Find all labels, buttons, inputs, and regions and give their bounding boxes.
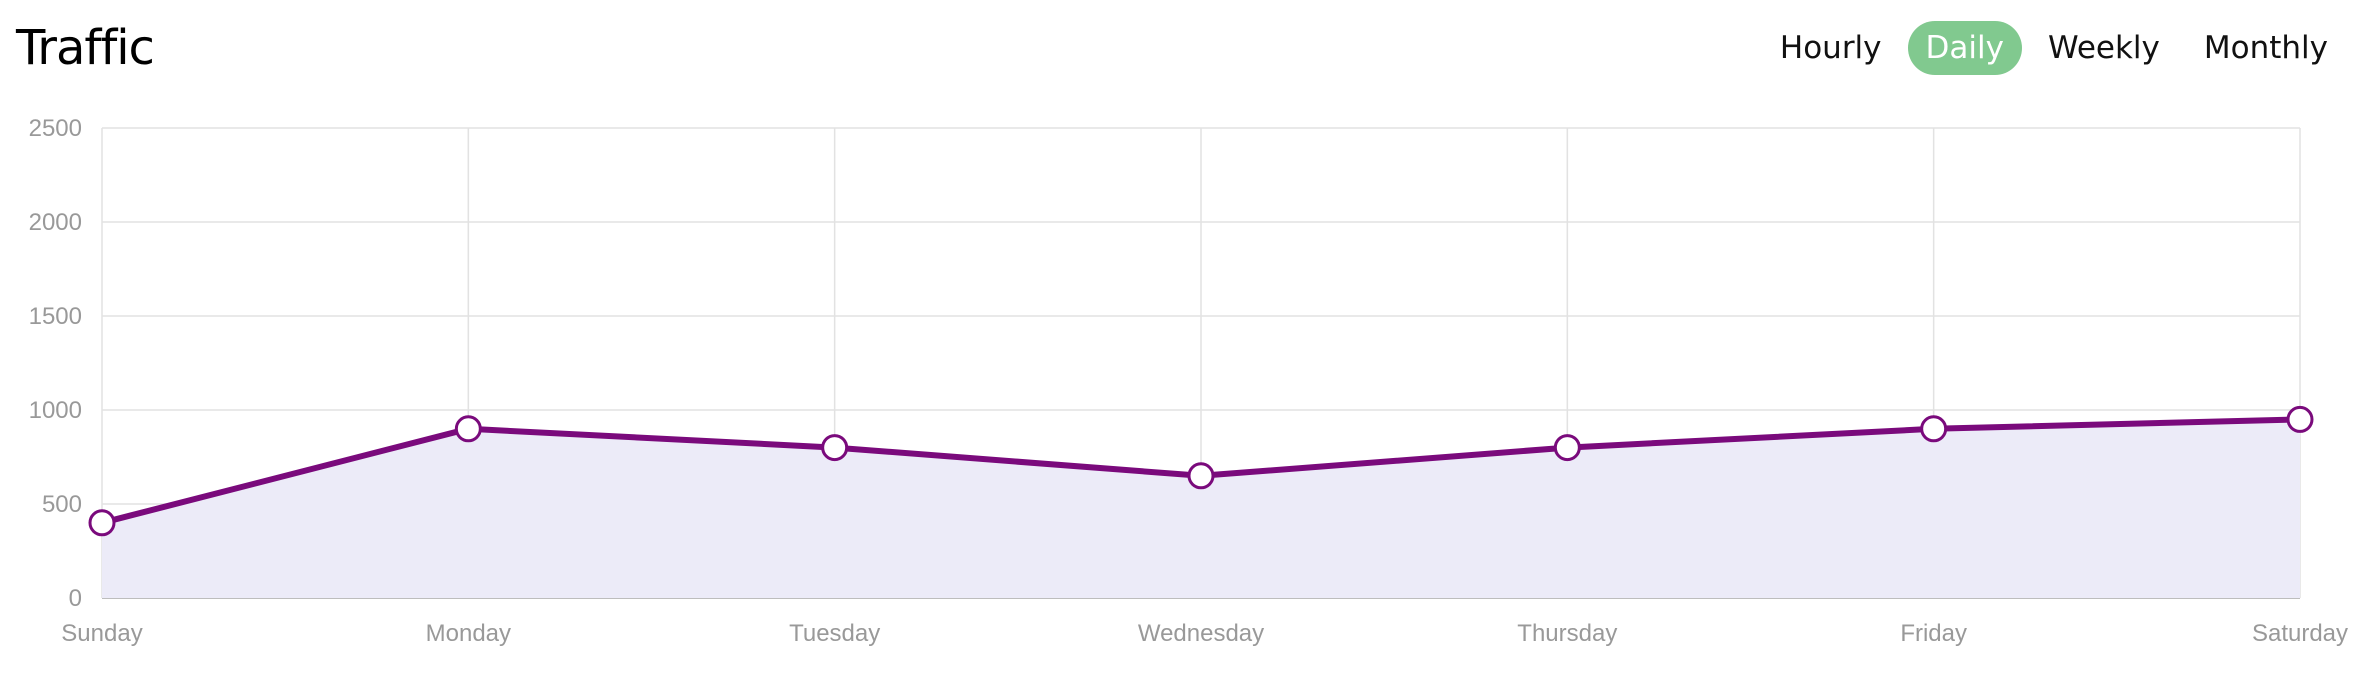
chart-points	[88, 405, 2314, 537]
y-tick-label: 0	[69, 585, 82, 612]
chart-area-fill	[102, 419, 2300, 598]
tab-daily[interactable]: Daily	[1907, 21, 2022, 75]
tab-hourly[interactable]: Hourly	[1779, 30, 1882, 66]
series-area	[102, 419, 2300, 598]
y-axis-ticks: 0 500 1000 1500 2000 2500	[29, 115, 82, 612]
y-tick-label: 1500	[29, 303, 82, 330]
x-tick-label: Tuesday	[789, 620, 880, 647]
y-tick-label: 1000	[29, 397, 82, 424]
tab-monthly[interactable]: Monthly	[2203, 30, 2328, 66]
y-tick-label: 2000	[29, 209, 82, 236]
x-tick-label: Sunday	[61, 620, 142, 647]
x-tick-label: Saturday	[2252, 620, 2348, 647]
range-tabs: Hourly Daily Weekly Monthly	[1762, 21, 2346, 75]
page-title: Traffic	[16, 20, 155, 76]
y-tick-label: 2500	[29, 115, 82, 142]
data-point[interactable]	[454, 415, 482, 443]
tab-weekly[interactable]: Weekly	[2047, 30, 2160, 66]
data-point[interactable]	[821, 434, 849, 462]
x-axis-ticks: Sunday Monday Tuesday Wednesday Thursday Frid…	[61, 620, 2348, 647]
y-tick-label: 500	[42, 491, 82, 518]
data-point[interactable]	[88, 509, 116, 537]
data-point[interactable]	[1920, 415, 1948, 443]
x-tick-label: Friday	[1900, 620, 1967, 647]
data-point[interactable]	[1553, 434, 1581, 462]
x-tick-label: Monday	[426, 620, 511, 647]
data-point[interactable]	[2286, 405, 2314, 433]
x-tick-label: Wednesday	[1138, 620, 1264, 647]
data-point[interactable]	[1187, 462, 1215, 490]
x-tick-label: Thursday	[1517, 620, 1617, 647]
